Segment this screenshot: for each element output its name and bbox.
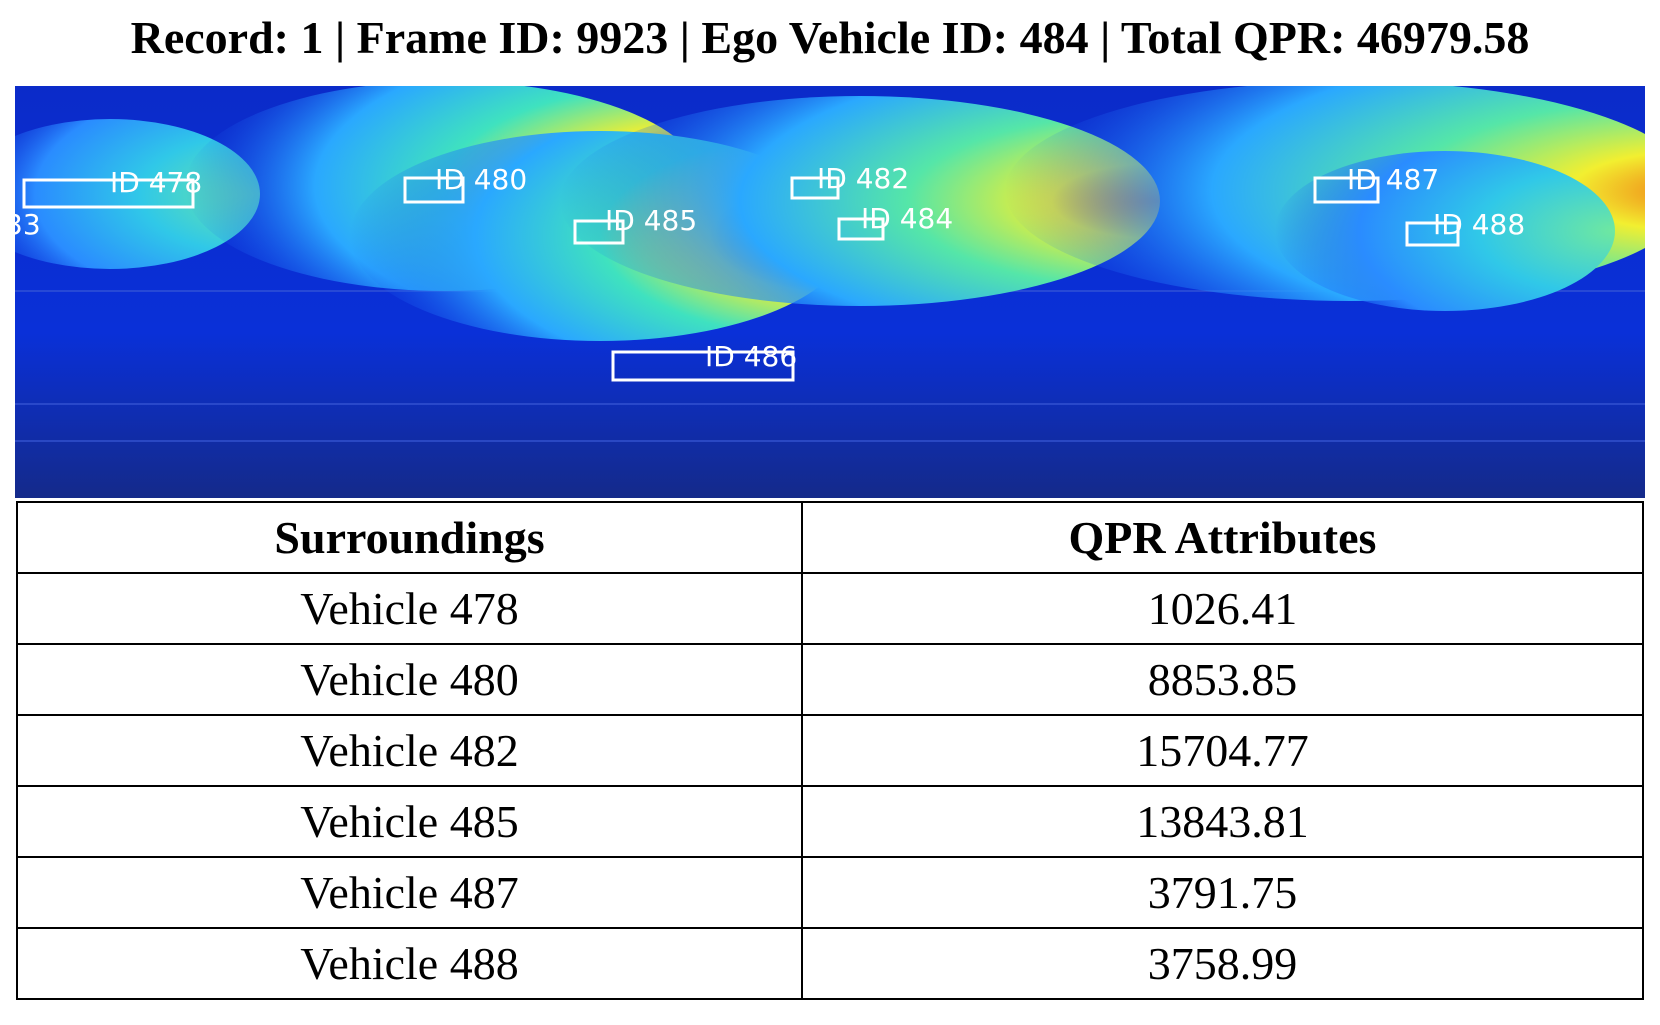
page-title: Record: 1 | Frame ID: 9923 | Ego Vehicle…	[130, 12, 1530, 63]
vehicle-box-485	[573, 219, 625, 245]
table-row: Vehicle 482 15704.77	[16, 714, 1644, 787]
vehicle-box-488	[1405, 221, 1460, 247]
vehicle-labels: ID 478 ID 480 ID 485 ID 482 ID 484 ID 48…	[15, 162, 1525, 373]
qpr-cell: 3791.75	[801, 856, 1644, 929]
table-row: Vehicle 480 8853.85	[16, 643, 1644, 716]
vehicle-label-480: ID 480	[435, 163, 527, 196]
table-row: Vehicle 487 3791.75	[16, 856, 1644, 929]
qpr-table: Surroundings QPR Attributes Vehicle 478 …	[16, 501, 1644, 1000]
vehicle-label-482: ID 482	[817, 162, 909, 195]
vehicle-cell: Vehicle 480	[16, 643, 803, 716]
vehicle-cell: Vehicle 485	[16, 785, 803, 858]
vehicle-box-487	[1313, 176, 1380, 204]
vehicle-label-partial: 33	[15, 208, 41, 241]
qpr-cell: 3758.99	[801, 927, 1644, 1000]
qpr-heatmap: ID 478 ID 480 ID 485 ID 482 ID 484 ID 48…	[15, 86, 1645, 498]
qpr-cell: 8853.85	[801, 643, 1644, 716]
vehicle-label-484: ID 484	[861, 202, 953, 235]
vehicle-label-488: ID 488	[1433, 208, 1525, 241]
vehicle-box-482	[790, 176, 840, 200]
vehicle-box-484	[837, 217, 885, 241]
vehicle-label-487: ID 487	[1347, 163, 1439, 196]
vehicle-box-480	[403, 176, 465, 204]
qpr-cell: 15704.77	[801, 714, 1644, 787]
vehicle-cell: Vehicle 488	[16, 927, 803, 1000]
vehicle-cell: Vehicle 478	[16, 572, 803, 645]
vehicle-label-486: ID 486	[705, 340, 797, 373]
table-row: Vehicle 488 3758.99	[16, 927, 1644, 1000]
vehicle-box-486	[611, 350, 795, 382]
column-header-qpr: QPR Attributes	[801, 501, 1644, 574]
vehicle-label-485: ID 485	[605, 204, 697, 237]
vehicle-boxes	[22, 176, 1460, 382]
table-header-row: Surroundings QPR Attributes	[16, 501, 1644, 574]
qpr-cell: 1026.41	[801, 572, 1644, 645]
vehicle-box-478	[22, 178, 195, 209]
vehicle-cell: Vehicle 482	[16, 714, 803, 787]
table-row: Vehicle 478 1026.41	[16, 572, 1644, 645]
table-row: Vehicle 485 13843.81	[16, 785, 1644, 858]
vehicle-cell: Vehicle 487	[16, 856, 803, 929]
vehicle-label-478: ID 478	[110, 166, 202, 199]
heat-fields	[15, 86, 1645, 341]
qpr-cell: 13843.81	[801, 785, 1644, 858]
column-header-surroundings: Surroundings	[16, 501, 803, 574]
